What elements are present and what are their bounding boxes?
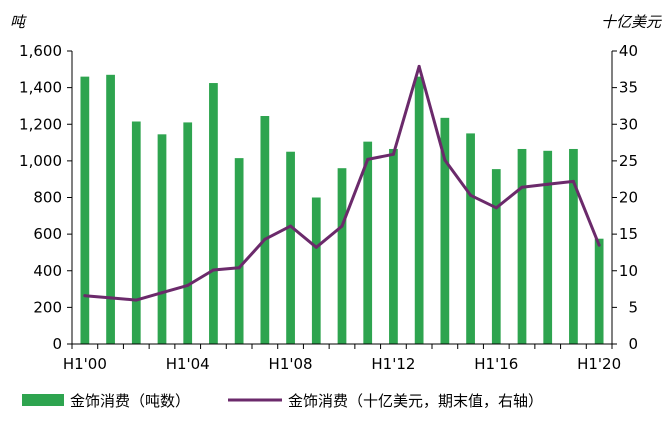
bar: [106, 74, 115, 345]
left-y-axis: 0 200 400 600 800 1,000 1,200 1,400 1,600: [19, 42, 73, 353]
left-axis-tick-label: 200: [33, 298, 62, 316]
bar: [440, 117, 450, 344]
bar: [80, 76, 90, 344]
bar: [311, 197, 321, 344]
line-point: [263, 237, 267, 241]
left-axis-tick-label: 800: [33, 189, 62, 207]
line-point: [494, 206, 498, 210]
x-axis-tick-label: H1'16: [474, 355, 518, 373]
line-point: [186, 283, 190, 287]
bar: [389, 148, 398, 344]
left-axis-unit: 吨: [10, 13, 27, 31]
line-point: [571, 179, 575, 183]
line-point: [160, 291, 164, 295]
line-point: [417, 64, 421, 68]
left-axis-tick-label: 1,000: [19, 152, 62, 170]
right-axis-tick-label: 15: [619, 225, 638, 243]
x-axis-tick-label: H1'00: [63, 355, 107, 373]
bar: [157, 134, 167, 344]
bar: [209, 83, 218, 344]
left-axis-tick-label: 0: [52, 335, 62, 353]
left-axis-tick-label: 600: [33, 225, 62, 243]
bar: [466, 133, 475, 344]
line-point: [109, 296, 113, 300]
x-axis-tick-label: H1'04: [166, 355, 210, 373]
right-axis-tick-label: 20: [619, 189, 638, 207]
right-axis-tick-label: 10: [619, 262, 638, 280]
bar: [594, 238, 604, 344]
right-axis-tick-label: 30: [619, 115, 638, 133]
bar: [260, 116, 270, 345]
x-axis: H1'00 H1'04 H1'08 H1'12 H1'16 H1'20: [63, 343, 621, 373]
bar: [491, 169, 501, 344]
right-axis-tick-label: 0: [628, 335, 638, 353]
line-point: [340, 224, 344, 228]
legend-swatch-bars: [22, 394, 64, 406]
left-axis-tick-label: 1,200: [19, 115, 62, 133]
line-point: [443, 158, 447, 162]
line-point: [597, 243, 601, 247]
line-point: [289, 224, 293, 228]
legend-label-bars: 金饰消费（吨数）: [70, 392, 190, 410]
bar: [183, 122, 193, 344]
legend: 金饰消费（吨数） 金饰消费（十亿美元，期末值，右轴）: [22, 392, 543, 410]
legend-label-line: 金饰消费（十亿美元，期末值，右轴）: [288, 392, 543, 410]
bar: [234, 158, 244, 344]
right-axis-unit: 十亿美元: [601, 13, 662, 31]
bar: [517, 148, 527, 344]
right-axis-tick-label: 5: [628, 298, 638, 316]
bar: [569, 148, 578, 344]
left-axis-tick-label: 1,400: [19, 79, 62, 97]
bar: [363, 141, 373, 344]
line-point: [546, 182, 550, 186]
x-axis-tick-label: H1'12: [371, 355, 415, 373]
line-point: [83, 294, 87, 298]
line-point: [469, 193, 473, 197]
line-point: [366, 157, 370, 161]
bar: [414, 76, 424, 344]
x-axis-tick-label: H1'08: [269, 355, 313, 373]
left-axis-tick-label: 1,600: [19, 42, 62, 60]
left-axis-tick-label: 400: [33, 262, 62, 280]
x-axis-tick-label: H1'20: [577, 355, 621, 373]
line-point: [314, 245, 318, 249]
right-axis-tick-label: 40: [619, 42, 638, 60]
right-axis-tick-label: 35: [619, 79, 638, 97]
line-series: [83, 64, 601, 302]
bar: [337, 168, 347, 344]
bar-series: [80, 74, 604, 345]
line-point: [237, 266, 241, 270]
right-y-axis: 0 5 10 15 20 25 30 35 40: [611, 42, 638, 353]
line-point: [520, 185, 524, 189]
line-point: [134, 298, 138, 302]
bar: [543, 150, 553, 344]
line-point: [211, 268, 215, 272]
bar: [286, 151, 295, 344]
right-axis-tick-label: 25: [619, 152, 638, 170]
line-point: [391, 152, 395, 156]
bar: [131, 121, 141, 344]
